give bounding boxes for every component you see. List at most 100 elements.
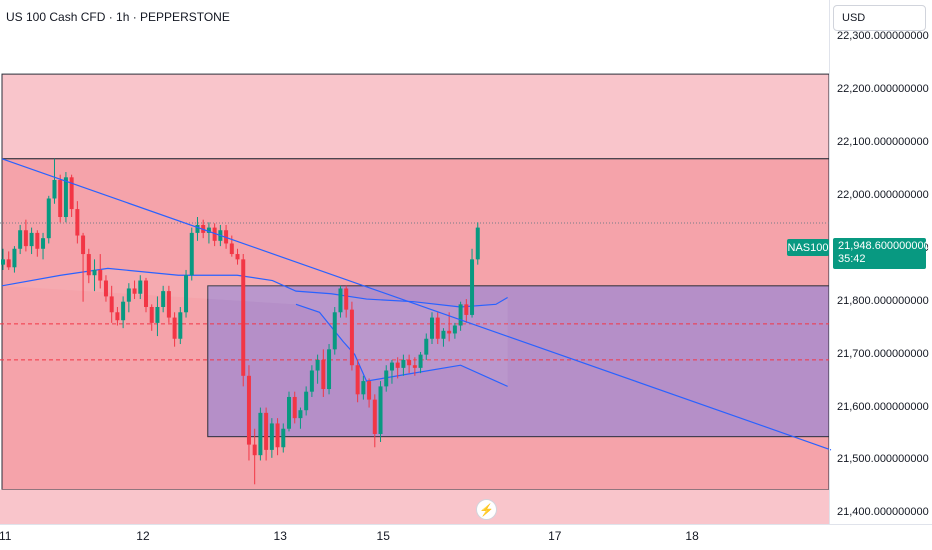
- candle-body-11: [63, 177, 68, 218]
- candle-body-46: [264, 412, 269, 450]
- candle-body-77: [441, 330, 446, 339]
- candle-body-32: [184, 275, 189, 313]
- candle-body-61: [349, 309, 354, 366]
- candle-body-42: [241, 259, 246, 376]
- candle-body-15: [86, 254, 91, 276]
- candle-body-48: [275, 423, 280, 448]
- candle-body-21: [121, 301, 126, 321]
- candle-body-0: [1, 259, 5, 265]
- candle-body-28: [161, 291, 166, 307]
- candle-body-25: [144, 280, 148, 307]
- zone-bottom-pad: [0, 489, 829, 524]
- candle-body-40: [229, 243, 234, 255]
- candle-body-44: [252, 444, 257, 456]
- candle-body-41: [235, 254, 240, 260]
- candle-body-56: [321, 359, 326, 390]
- candle-body-45: [258, 412, 263, 456]
- candle-body-64: [367, 381, 372, 400]
- candle-body-7: [41, 238, 46, 249]
- candle-body-3: [18, 230, 23, 249]
- candle-body-81: [464, 304, 469, 315]
- candle-body-70: [401, 359, 406, 368]
- candle-body-4: [23, 230, 28, 247]
- currency-label: USD: [842, 12, 866, 24]
- price-scale-label: 21,600.000000000: [837, 400, 929, 413]
- candle-body-65: [372, 399, 377, 435]
- candle-body-16: [92, 269, 97, 276]
- candle-body-78: [447, 330, 452, 334]
- candle-body-12: [69, 177, 74, 210]
- trendline-layer: [1, 158, 832, 451]
- candle-body-57: [327, 349, 332, 390]
- price-scale-label: 21,500.000000000: [837, 453, 929, 466]
- candle-body-59: [338, 288, 343, 313]
- trendline: [1, 158, 832, 451]
- candle-body-83: [475, 227, 480, 260]
- candle-body-30: [172, 317, 177, 339]
- candle-body-51: [292, 396, 297, 419]
- ma-band: [2, 268, 508, 387]
- candle-body-60: [344, 288, 349, 310]
- candle-body-6: [35, 232, 40, 249]
- candle-body-79: [452, 325, 457, 334]
- candle-body-54: [309, 370, 314, 392]
- candle-body-37: [212, 227, 217, 241]
- candle-body-72: [412, 365, 417, 368]
- candle-body-53: [304, 391, 309, 411]
- candle-body-50: [287, 396, 291, 429]
- currency-button[interactable]: USD: [833, 5, 926, 31]
- candle-body-10: [58, 179, 63, 218]
- price-scale-label: 22,200.000000000: [837, 82, 929, 95]
- candle-body-71: [407, 359, 412, 366]
- symbol-tag: NAS100: [787, 239, 829, 256]
- candle-body-66: [378, 386, 383, 435]
- candle-body-14: [81, 235, 86, 255]
- candle-body-43: [246, 375, 251, 445]
- candle-body-5: [29, 232, 34, 247]
- price-scale-label: 22,000.000000000: [837, 188, 929, 201]
- price-scale-label: 22,300.000000000: [837, 30, 929, 43]
- time-scale-label: 17: [548, 529, 562, 543]
- candle-body-82: [470, 259, 475, 315]
- candle-body-20: [115, 312, 120, 321]
- candle-body-8: [46, 198, 51, 239]
- candle-body-29: [166, 291, 171, 318]
- candle-body-1: [6, 259, 11, 268]
- lightning-bolt-icon[interactable]: ⚡: [476, 499, 497, 520]
- candle-body-67: [384, 370, 389, 387]
- candles-layer: [1, 158, 480, 485]
- candle-body-76: [435, 317, 440, 339]
- candle-body-75: [430, 317, 434, 339]
- candle-body-18: [103, 280, 108, 297]
- time-scale-label: 11: [0, 529, 12, 543]
- candle-body-19: [109, 296, 114, 313]
- bar-countdown: 35:42: [838, 253, 866, 265]
- price-scale-label: 22,100.000000000: [837, 135, 929, 148]
- last-price-value: 21,948.600000000: [838, 240, 930, 252]
- candle-body-49: [281, 428, 286, 448]
- time-scale-label: 18: [685, 529, 699, 543]
- candle-body-22: [126, 288, 131, 302]
- price-scale-label: 21,700.000000000: [837, 347, 929, 360]
- candle-body-27: [155, 306, 160, 323]
- time-scale-label: 13: [273, 529, 287, 543]
- candle-body-55: [315, 359, 320, 371]
- candle-body-9: [52, 179, 57, 199]
- candle-body-63: [361, 381, 366, 395]
- candle-body-62: [355, 365, 360, 395]
- candle-body-80: [458, 304, 463, 326]
- candle-body-68: [389, 362, 394, 371]
- zone-upper-supply: [1, 73, 830, 160]
- candle-body-24: [138, 280, 143, 294]
- candle-body-73: [418, 354, 423, 368]
- last-price-tag: 21,948.600000000 35:42: [833, 238, 930, 269]
- candle-body-47: [269, 423, 274, 450]
- candle-body-31: [178, 312, 183, 339]
- candle-body-13: [75, 209, 80, 236]
- price-scale-label: 21,400.000000000: [837, 506, 929, 519]
- zone-demand-box: [207, 285, 830, 438]
- candle-body-26: [149, 306, 154, 323]
- zones-layer: [0, 73, 830, 524]
- candle-body-23: [132, 288, 137, 294]
